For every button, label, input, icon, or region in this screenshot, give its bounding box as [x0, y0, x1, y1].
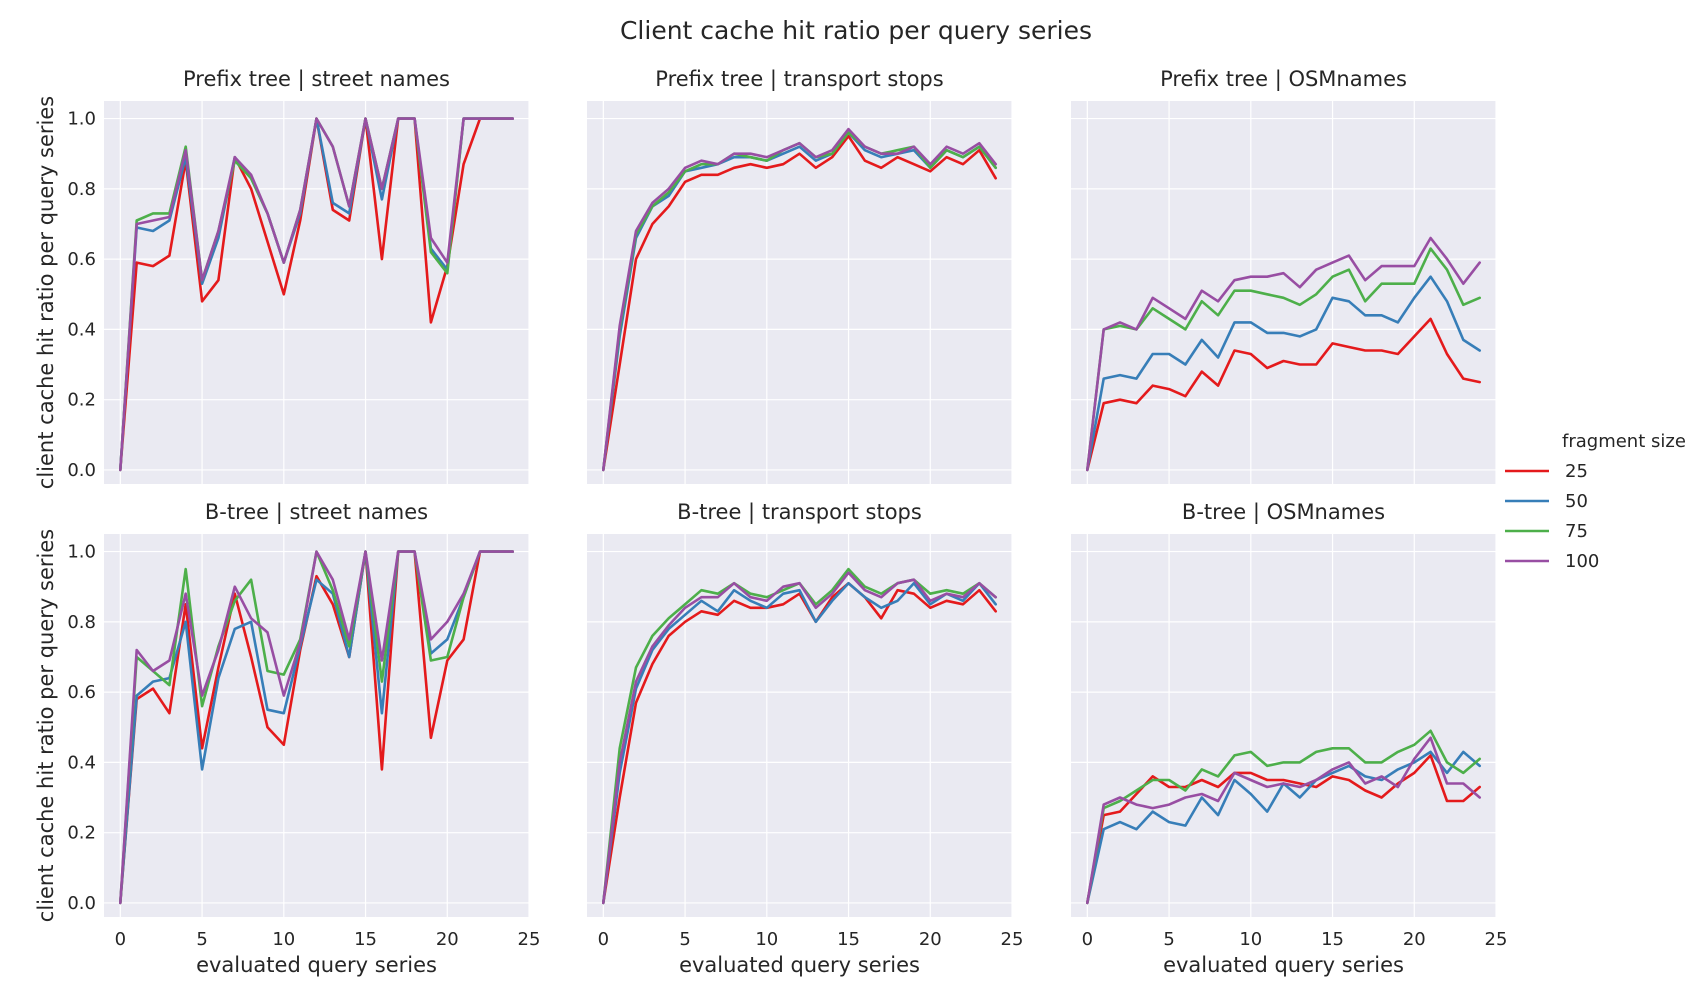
series-line-25	[1086, 754, 1481, 905]
subplot-title: Prefix tree | street names	[183, 67, 450, 92]
x-tick-label: 0	[1082, 929, 1093, 950]
plot-area	[104, 534, 529, 917]
y-axis-label: client cache hit ratio per query series	[34, 96, 58, 489]
y-tick-label: 0.4	[67, 752, 96, 773]
series-line-100	[601, 127, 998, 472]
plot-area	[1071, 534, 1496, 917]
x-tick-label: 15	[354, 929, 377, 950]
series-line-50	[119, 550, 515, 905]
subplot-title: Prefix tree | transport stops	[655, 67, 943, 92]
series-line-100	[1086, 236, 1481, 472]
legend-label-25: 25	[1565, 461, 1588, 482]
legend-title: fragment size	[1562, 431, 1686, 452]
y-tick-label: 1.0	[67, 109, 96, 130]
legend-label-50: 50	[1565, 491, 1588, 512]
panels-group: Prefix tree | street names 0.0 0.2 0.4 0.6 0.…	[34, 67, 1507, 977]
subplot-2: Prefix tree | transport stops	[587, 67, 1013, 484]
y-tick-label: 1.0	[67, 542, 96, 563]
series-line-25	[119, 550, 515, 905]
x-tick-label: 10	[272, 929, 295, 950]
plot-area	[587, 101, 1012, 484]
series-line-100	[119, 550, 515, 905]
series-line-25	[1086, 317, 1481, 472]
x-axis-label: evaluated query series	[679, 953, 920, 977]
series-line-50	[1086, 275, 1481, 472]
plot-area	[1071, 101, 1496, 484]
subplot-1: Prefix tree | street names 0.0 0.2 0.4 0.6 0.…	[34, 67, 530, 489]
series-line-50	[601, 581, 998, 905]
series-line-25	[601, 134, 998, 472]
legend-label-75: 75	[1565, 521, 1588, 542]
x-tick-label: 5	[1163, 929, 1174, 950]
y-tick-label: 0.0	[67, 460, 96, 481]
subplot-3: Prefix tree | OSMnames	[1071, 67, 1497, 484]
subplot-4: B-tree | street names 0.0 0.2 0.4 0.6 0.8 1.0 c…	[34, 500, 540, 977]
x-tick-label: 5	[196, 929, 207, 950]
subplot-title: B-tree | transport stops	[677, 500, 922, 525]
y-tick-label: 0.8	[67, 179, 96, 200]
x-tick-label: 20	[919, 929, 942, 950]
subplot-title: Prefix tree | OSMnames	[1160, 67, 1407, 92]
subplot-title: B-tree | street names	[205, 500, 428, 525]
y-tick-label: 0.2	[67, 390, 96, 411]
series-line-100	[119, 117, 515, 472]
y-tick-label: 0.6	[67, 682, 96, 703]
x-tick-label: 0	[598, 929, 609, 950]
series-line-100	[1086, 736, 1481, 905]
x-tick-label: 10	[1239, 929, 1262, 950]
subplot-title: B-tree | OSMnames	[1182, 500, 1385, 525]
x-tick-label: 25	[518, 929, 541, 950]
x-tick-label: 10	[755, 929, 778, 950]
subplot-5: B-tree | transport stops 0 5 10 15 20 25 evalua…	[587, 500, 1023, 977]
series-line-75	[1086, 729, 1481, 905]
y-tick-label: 0.6	[67, 249, 96, 270]
legend-label-100: 100	[1565, 551, 1599, 572]
y-tick-label: 0.0	[67, 893, 96, 914]
y-tick-label: 0.4	[67, 319, 96, 340]
x-tick-label: 20	[436, 929, 459, 950]
x-tick-label: 15	[837, 929, 860, 950]
x-tick-label: 0	[115, 929, 126, 950]
y-tick-label: 0.2	[67, 823, 96, 844]
x-axis-label: evaluated query series	[196, 953, 437, 977]
y-tick-label: 0.8	[67, 612, 96, 633]
series-line-75	[1086, 247, 1481, 472]
x-tick-label: 20	[1403, 929, 1426, 950]
legend: fragment size 25 50 75 100	[1505, 431, 1686, 572]
x-tick-label: 15	[1321, 929, 1344, 950]
x-tick-label: 5	[679, 929, 690, 950]
series-line-25	[601, 581, 998, 905]
series-line-100	[601, 571, 998, 905]
subplot-6: B-tree | OSMnames 0 5 10 15 20 25 evaluated que…	[1071, 500, 1507, 977]
x-tick-label: 25	[1485, 929, 1508, 950]
x-tick-label: 25	[1001, 929, 1024, 950]
x-axis-label: evaluated query series	[1163, 953, 1404, 977]
chart-title: Client cache hit ratio per query series	[620, 16, 1092, 45]
y-axis-label: client cache hit ratio per query series	[34, 529, 58, 922]
